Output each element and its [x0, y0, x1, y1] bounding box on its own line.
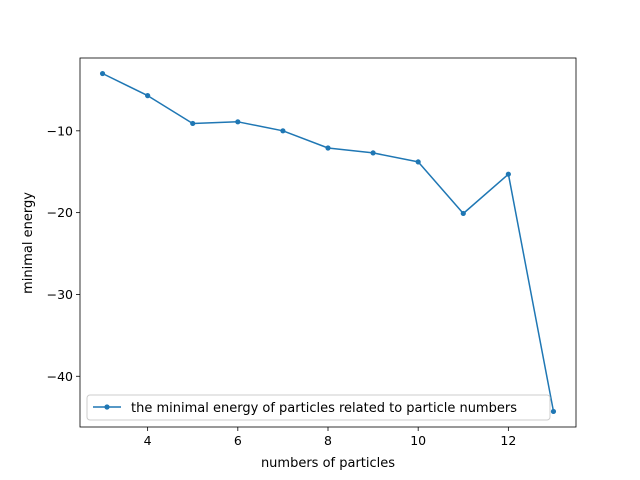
x-tick-label: 8	[324, 433, 332, 448]
data-point	[370, 150, 376, 156]
axes-frame	[79, 57, 577, 428]
x-tick-label: 4	[144, 433, 152, 448]
x-tick-label: 12	[500, 433, 516, 448]
data-point	[325, 145, 331, 151]
data-point	[99, 70, 106, 77]
y-tick-label: −20	[47, 205, 73, 220]
data-point	[460, 210, 466, 217]
plot-area	[99, 70, 557, 415]
y-tick-label: −10	[47, 123, 73, 138]
data-point	[145, 93, 151, 99]
data-point	[505, 171, 511, 177]
data-point	[550, 408, 557, 415]
data-point	[415, 159, 421, 165]
axis-ticks: 4 6 8 10 12 −10 −20 −30 −40	[47, 123, 517, 448]
legend-box	[86, 394, 551, 421]
y-tick-label: −30	[47, 287, 73, 302]
x-tick-label: 10	[410, 433, 426, 448]
legend: the minimal energy of particles related …	[86, 394, 551, 421]
data-point	[190, 120, 196, 127]
y-tick-label: −40	[47, 369, 73, 384]
data-point	[280, 128, 286, 134]
data-point	[235, 119, 241, 125]
legend-entry-label: the minimal energy of particles related …	[131, 401, 517, 416]
x-axis-label: numbers of particles	[261, 456, 395, 471]
legend-marker-swatch	[104, 404, 110, 410]
y-axis-label: minimal energy	[21, 192, 36, 294]
x-tick-label: 6	[234, 433, 242, 448]
